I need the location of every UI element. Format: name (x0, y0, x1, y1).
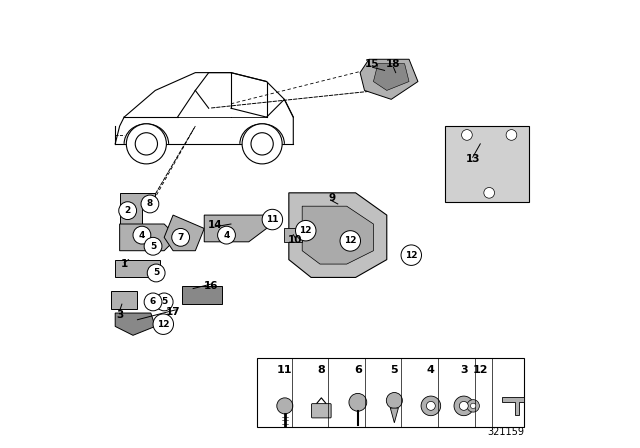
Circle shape (454, 396, 474, 416)
Circle shape (387, 392, 403, 409)
Polygon shape (182, 286, 222, 304)
Circle shape (156, 293, 173, 311)
Text: 7: 7 (177, 233, 184, 242)
Circle shape (484, 188, 495, 198)
Polygon shape (120, 224, 177, 251)
Text: 9: 9 (328, 193, 335, 203)
Circle shape (251, 133, 273, 155)
Circle shape (426, 401, 435, 410)
Circle shape (135, 133, 157, 155)
Text: 12: 12 (300, 226, 312, 235)
Circle shape (126, 124, 166, 164)
Circle shape (460, 401, 468, 410)
Text: 13: 13 (465, 155, 480, 164)
Circle shape (296, 220, 316, 241)
Text: 5: 5 (390, 365, 398, 375)
Circle shape (144, 293, 162, 311)
Circle shape (141, 195, 159, 213)
Text: 1: 1 (120, 259, 128, 269)
Text: 5: 5 (161, 297, 167, 306)
Circle shape (467, 400, 479, 412)
Polygon shape (115, 260, 160, 277)
Text: 11: 11 (266, 215, 278, 224)
Text: 3: 3 (116, 310, 124, 320)
Polygon shape (373, 64, 409, 90)
Text: 4: 4 (427, 365, 435, 375)
Polygon shape (115, 313, 156, 335)
Circle shape (421, 396, 441, 416)
Polygon shape (284, 228, 302, 242)
Text: 6: 6 (354, 365, 362, 375)
Circle shape (461, 129, 472, 140)
Polygon shape (445, 126, 529, 202)
Text: 12: 12 (405, 251, 417, 260)
Text: 2: 2 (125, 206, 131, 215)
Polygon shape (360, 59, 418, 99)
Text: 10: 10 (288, 235, 303, 245)
Text: 14: 14 (208, 220, 223, 230)
Circle shape (144, 237, 162, 255)
Text: 4: 4 (139, 231, 145, 240)
Polygon shape (302, 206, 373, 264)
Circle shape (349, 393, 367, 411)
Circle shape (133, 226, 151, 244)
Text: 8: 8 (317, 365, 325, 375)
Circle shape (218, 226, 236, 244)
Text: 8: 8 (147, 199, 153, 208)
Polygon shape (502, 397, 524, 415)
Text: 12: 12 (344, 237, 356, 246)
Circle shape (119, 202, 136, 220)
Circle shape (470, 403, 476, 409)
Text: 4: 4 (223, 231, 230, 240)
Polygon shape (204, 215, 267, 242)
Polygon shape (120, 193, 156, 224)
Text: 15: 15 (365, 59, 380, 69)
Text: 16: 16 (204, 281, 218, 291)
Text: 6: 6 (150, 297, 156, 306)
Text: 11: 11 (277, 365, 292, 375)
Circle shape (340, 231, 360, 251)
Text: 5: 5 (150, 242, 156, 251)
Polygon shape (164, 215, 204, 251)
Text: 18: 18 (386, 59, 401, 69)
FancyBboxPatch shape (257, 358, 524, 426)
Text: 3: 3 (460, 365, 468, 375)
Circle shape (401, 245, 422, 265)
Text: 321159: 321159 (488, 427, 525, 437)
Circle shape (506, 129, 516, 140)
Circle shape (172, 228, 189, 246)
Text: 12: 12 (157, 320, 170, 329)
Circle shape (147, 264, 165, 282)
Text: 5: 5 (153, 268, 159, 277)
Polygon shape (111, 291, 138, 309)
Circle shape (262, 209, 283, 230)
FancyBboxPatch shape (312, 404, 331, 418)
Circle shape (277, 398, 293, 414)
Polygon shape (289, 193, 387, 277)
Text: 12: 12 (473, 365, 488, 375)
Circle shape (153, 314, 173, 334)
Circle shape (242, 124, 282, 164)
Text: 17: 17 (166, 307, 180, 317)
Polygon shape (390, 408, 398, 423)
